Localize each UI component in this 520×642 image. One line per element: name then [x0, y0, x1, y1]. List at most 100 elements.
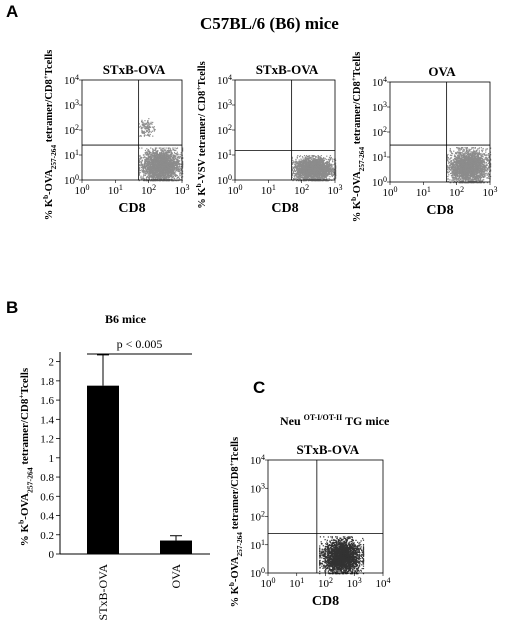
- plot-1-event-point: [169, 176, 171, 178]
- plot-1-event-point: [146, 176, 148, 179]
- plot-1-event-point: [177, 154, 179, 156]
- plot-1-event-point: [149, 124, 151, 126]
- plot-2-event-point: [300, 158, 302, 160]
- plot-1-event-point: [163, 169, 165, 171]
- plot-1-event-point: [150, 158, 152, 161]
- plot-1-event-point: [182, 157, 184, 159]
- plot-1-event-point: [150, 168, 152, 171]
- plot-1-event-point: [138, 167, 140, 169]
- plot-2-event-point: [329, 157, 331, 159]
- plot-1-event-point: [148, 127, 150, 129]
- plot-1-event-point: [162, 153, 164, 156]
- plot-2-event-point: [307, 178, 309, 180]
- plot-1-event-point: [154, 160, 156, 162]
- plot-1-event-point: [142, 124, 144, 126]
- plot-1-event-point: [144, 156, 146, 158]
- plot-2-event-point: [331, 164, 333, 166]
- plot-1-event-point: [148, 176, 150, 178]
- plot-2-event-point: [326, 165, 328, 167]
- plot-1-event-point: [164, 155, 166, 157]
- plot-1-ylabel: % Kb-OVA257-264 tetramer/CD8+Tcells: [41, 50, 58, 220]
- plot-1-event-point: [162, 162, 164, 164]
- plot-2-event-point: [308, 175, 311, 177]
- plot-1-event-point: [144, 128, 146, 130]
- plot-1-event-point: [147, 149, 150, 151]
- plot-2-event-point: [319, 159, 321, 162]
- plot-1-event-point: [169, 162, 171, 164]
- plot-1-event-point: [148, 118, 150, 120]
- plot-1-event-point: [161, 168, 163, 171]
- plot-1-event-point: [173, 160, 176, 162]
- plot-1-event-point: [175, 174, 178, 176]
- plot-1-event-point: [173, 168, 175, 170]
- plot-2-event-point: [318, 168, 320, 170]
- plot-1-event-point: [149, 160, 151, 162]
- plot-1-event-point: [160, 155, 163, 157]
- plot-2-event-point: [325, 161, 328, 163]
- plot-1-event-point: [147, 170, 149, 172]
- plot-2-event-point: [325, 175, 327, 178]
- plot-1-event-point: [142, 131, 144, 133]
- plot-1-event-point: [147, 153, 150, 155]
- plot-1-event-point: [168, 160, 170, 162]
- plot-1-event-point: [174, 150, 176, 152]
- plot-1-event-point: [165, 177, 167, 179]
- plot-1-event-point: [146, 125, 148, 127]
- plot-1-event-point: [166, 174, 168, 176]
- plot-1-event-point: [167, 172, 169, 175]
- plot-1-event-point: [158, 147, 161, 149]
- plot-2-event-point: [309, 164, 311, 166]
- plot-1-event-point: [153, 149, 155, 151]
- plot-1-event-point: [160, 156, 162, 158]
- plot-1-event-point: [161, 158, 163, 161]
- plot-1-event-point: [142, 131, 144, 134]
- plot-1-event-point: [151, 171, 153, 173]
- plot-1-event-point: [155, 157, 157, 160]
- plot-1-event-point: [141, 178, 143, 180]
- plot-1-event-point: [141, 119, 143, 121]
- plot-1-event-point: [162, 159, 165, 162]
- plot-2-event-point: [295, 161, 298, 163]
- plot-2-event-point: [309, 155, 311, 157]
- plot-1-event-point: [165, 164, 167, 166]
- plot-1-event-point: [168, 154, 170, 156]
- plot-1-event-point: [173, 156, 175, 158]
- plot-1-event-point: [139, 164, 141, 166]
- plot-2-event-point: [303, 159, 305, 162]
- plot-1-event-point: [167, 168, 169, 170]
- plot-1-event-point: [160, 161, 162, 163]
- plot-1-event-point: [156, 177, 158, 179]
- plot-1-event-point: [172, 171, 174, 173]
- plot-2-event-point: [308, 166, 310, 168]
- plot-1-event-point: [154, 148, 157, 151]
- plot-2-event-point: [312, 156, 314, 158]
- plot-1-event-point: [179, 167, 182, 169]
- plot-2-event-point: [303, 175, 305, 177]
- plot-1-event-point: [162, 148, 164, 150]
- plot-1-event-point: [158, 170, 160, 172]
- plot-1-event-point: [160, 154, 162, 156]
- plot-2-event-point: [327, 180, 329, 182]
- plot-1-event-point: [154, 154, 156, 156]
- plot-1-event-point: [163, 169, 166, 172]
- plot-1-event-point: [163, 163, 165, 165]
- plot-1-event-point: [182, 149, 184, 151]
- plot-1-event-point: [159, 175, 161, 177]
- plot-1-event-point: [152, 150, 154, 153]
- plot-1-event-point: [140, 127, 142, 130]
- plot-1-event-point: [162, 170, 164, 172]
- plot-1-event-point: [145, 168, 147, 170]
- plot-1-event-point: [149, 150, 151, 152]
- plot-1-event-point: [157, 175, 160, 177]
- plot-1-event-point: [145, 151, 147, 153]
- plot-1-event-point: [154, 173, 156, 175]
- plot-1-event-point: [177, 164, 179, 166]
- plot-1-event-point: [158, 154, 160, 156]
- plot-1-ytick-label: 102: [64, 123, 79, 137]
- plot-1-event-point: [141, 160, 143, 162]
- plot-1-event-point: [146, 127, 148, 130]
- plot-2-event-point: [297, 155, 299, 157]
- plot-1-event-point: [146, 169, 149, 171]
- plot-1-event-point: [167, 165, 169, 167]
- plot-1-event-point: [166, 156, 168, 158]
